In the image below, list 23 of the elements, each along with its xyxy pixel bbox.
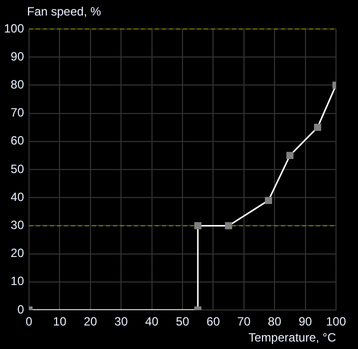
y-axis-title: Fan speed, % bbox=[27, 4, 102, 18]
x-tick-label: 50 bbox=[176, 314, 190, 329]
y-tick-label: 30 bbox=[10, 218, 24, 232]
y-tick-label: 0 bbox=[17, 302, 24, 316]
x-tick-label: 20 bbox=[84, 314, 98, 329]
x-axis-title: Temperature, °C bbox=[248, 330, 336, 344]
y-tick-label: 60 bbox=[10, 134, 24, 148]
y-tick-label: 70 bbox=[10, 106, 24, 120]
y-tick-label: 20 bbox=[10, 246, 24, 260]
y-tick-label: 80 bbox=[10, 78, 24, 92]
y-tick-label: 50 bbox=[10, 162, 24, 176]
y-tick-label: 40 bbox=[10, 190, 24, 204]
x-tick-label: 30 bbox=[114, 314, 128, 329]
x-tick-label: 60 bbox=[206, 314, 220, 329]
y-tick-label: 100 bbox=[4, 21, 24, 36]
x-tick-label: 80 bbox=[268, 314, 282, 329]
x-tick-label: 70 bbox=[237, 314, 251, 329]
x-tick-label: 40 bbox=[145, 314, 159, 329]
y-tick-label: 10 bbox=[10, 274, 24, 288]
y-tick-label: 90 bbox=[10, 49, 24, 64]
x-tick-label: 90 bbox=[298, 314, 312, 329]
x-tick-label: 10 bbox=[53, 314, 67, 329]
x-tick-label: 100 bbox=[326, 314, 346, 329]
